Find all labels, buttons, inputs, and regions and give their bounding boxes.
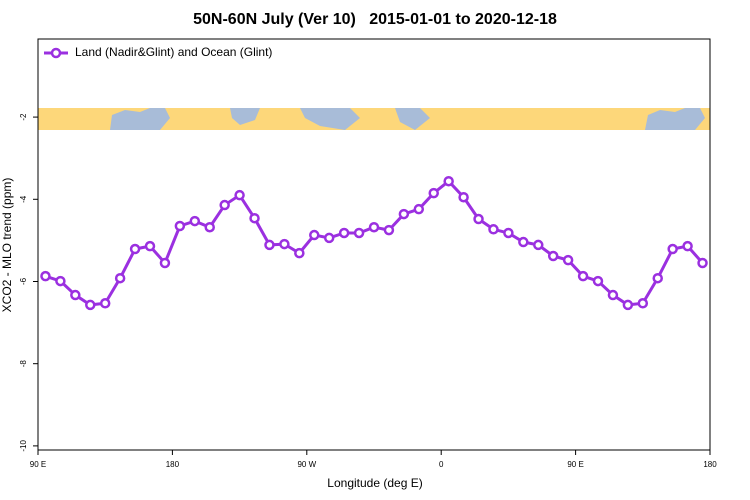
- data-point: [129, 243, 141, 255]
- data-point: [652, 272, 663, 284]
- y-tick-label: -10: [19, 440, 28, 452]
- map-sea: [110, 108, 170, 130]
- data-point: [398, 208, 410, 220]
- data-point: [114, 272, 126, 284]
- data-point: [219, 199, 230, 211]
- data-point: [99, 298, 111, 309]
- y-tick-label: -2: [19, 113, 28, 121]
- data-point: [503, 227, 514, 239]
- data-point: [70, 289, 81, 301]
- data-point: [204, 221, 215, 233]
- series-line: [44, 179, 704, 307]
- plot-frame: [37, 38, 711, 451]
- data-point: [353, 227, 365, 239]
- x-tick-label: 180: [703, 460, 717, 469]
- data-point: [368, 221, 380, 233]
- x-axis-label: Longitude (deg E): [327, 476, 422, 490]
- legend-label: Land (Nadir&Glint) and Ocean (Glint): [75, 45, 272, 59]
- data-point: [518, 236, 529, 248]
- map-land: [38, 108, 710, 130]
- data-point: [159, 257, 171, 269]
- data-point: [607, 289, 619, 301]
- data-point: [323, 232, 335, 244]
- data-point: [622, 299, 634, 311]
- data-point: [249, 212, 260, 224]
- data-point: [592, 275, 604, 287]
- data-point: [309, 229, 320, 241]
- data-point: [697, 257, 708, 269]
- map-sea: [230, 108, 260, 125]
- data-point: [682, 240, 693, 252]
- data-point: [413, 203, 425, 215]
- data-point: [144, 240, 156, 252]
- data-point: [562, 254, 574, 266]
- legend-marker: [50, 47, 62, 59]
- data-point: [428, 187, 439, 199]
- data-point: [174, 220, 186, 232]
- data-point: [279, 238, 290, 250]
- data-point: [533, 239, 544, 251]
- data-point: [637, 298, 649, 309]
- data-point: [338, 227, 350, 239]
- map-sea: [395, 108, 430, 130]
- data-point: [234, 189, 245, 201]
- data-point: [473, 213, 484, 225]
- data-point: [85, 299, 96, 311]
- data-point: [667, 243, 678, 255]
- y-tick-label: -4: [19, 195, 28, 203]
- data-point: [488, 224, 499, 235]
- y-tick-label: -6: [19, 277, 28, 285]
- map-strip: [38, 108, 710, 130]
- data-point: [55, 275, 66, 287]
- y-tick-label: -8: [19, 360, 28, 368]
- data-point: [443, 175, 454, 187]
- map-sea: [300, 108, 360, 130]
- data-point: [458, 191, 469, 203]
- x-tick-label: 0: [439, 460, 444, 469]
- chart-title: 50N-60N July (Ver 10) 2015-01-01 to 2020…: [193, 11, 557, 28]
- x-tick-label: 90 W: [297, 460, 316, 469]
- data-point: [294, 247, 305, 259]
- map-sea: [645, 108, 705, 130]
- data-point: [264, 239, 275, 251]
- data-point: [40, 270, 51, 282]
- data-point: [189, 215, 201, 227]
- y-axis-label: XCO2 - MLO trend (ppm): [0, 178, 14, 313]
- data-point: [547, 250, 559, 262]
- x-tick-label: 90 E: [567, 460, 583, 469]
- x-tick-label: 180: [166, 460, 180, 469]
- data-point: [383, 224, 395, 236]
- x-tick-label: 90 E: [30, 460, 46, 469]
- data-point: [577, 270, 589, 282]
